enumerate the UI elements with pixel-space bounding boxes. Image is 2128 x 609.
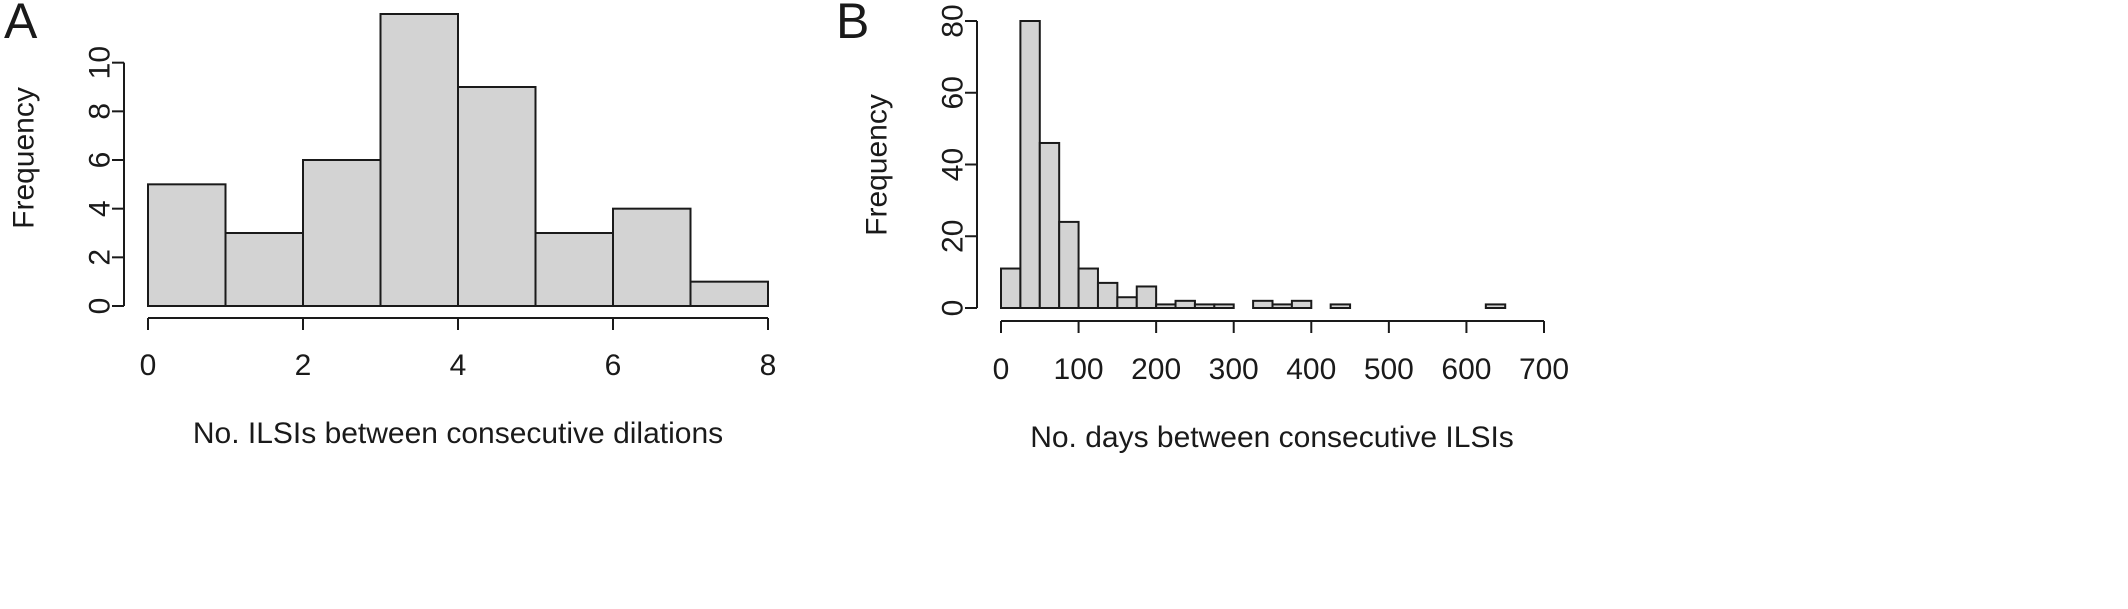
y-tick-label: 80 bbox=[937, 4, 970, 37]
histogram-bar bbox=[1135, 285, 1158, 310]
x-tick-label: 400 bbox=[1286, 353, 1336, 386]
histogram-bar bbox=[1213, 303, 1235, 310]
histogram-bar bbox=[147, 183, 227, 307]
bars bbox=[1000, 20, 1507, 310]
histogram-bar bbox=[534, 232, 614, 307]
histogram-bar bbox=[1252, 299, 1274, 310]
histogram-bar bbox=[1019, 20, 1041, 309]
x-tick-label: 6 bbox=[605, 349, 622, 382]
histogram-bar bbox=[1077, 267, 1099, 310]
y-tick-label: 10 bbox=[84, 46, 117, 79]
histogram-bar bbox=[1058, 220, 1080, 309]
y-tick-label: 0 bbox=[84, 298, 117, 315]
x-axis-title: No. ILSIs between consecutive dilations bbox=[193, 417, 723, 450]
y-tick-label: 60 bbox=[937, 76, 970, 109]
histogram-bar bbox=[1096, 281, 1119, 310]
histogram-bar bbox=[1038, 141, 1061, 309]
histogram-bar bbox=[1329, 303, 1352, 310]
bars bbox=[147, 13, 769, 308]
histogram-bar bbox=[1290, 299, 1313, 310]
y-tick-label: 8 bbox=[84, 103, 117, 120]
histogram-bar bbox=[457, 86, 537, 307]
histogram-bar bbox=[302, 159, 382, 307]
x-tick-label: 200 bbox=[1131, 353, 1181, 386]
x-tick-label: 300 bbox=[1209, 353, 1259, 386]
histogram-bar bbox=[1000, 267, 1022, 310]
x-tick-label: 8 bbox=[760, 349, 777, 382]
histogram-bar bbox=[1271, 303, 1293, 310]
panel-label: B bbox=[836, 0, 869, 49]
y-axis: 0 20 40 60 80 bbox=[937, 4, 978, 316]
histogram-bar bbox=[1484, 303, 1507, 310]
panel-b-histogram: B 0 20 40 60 80 0 100 200 300 400 500 600 700 No. days… bbox=[836, 0, 1569, 454]
y-axis-title: Frequency bbox=[861, 94, 894, 236]
histogram-bar bbox=[1174, 299, 1196, 310]
x-tick-label: 500 bbox=[1364, 353, 1414, 386]
panel-label: A bbox=[4, 0, 38, 49]
x-tick-label: 600 bbox=[1441, 353, 1491, 386]
histogram-bar bbox=[612, 207, 692, 308]
histogram-bar bbox=[1193, 303, 1216, 310]
histogram-bar bbox=[379, 13, 459, 307]
x-tick-label: 100 bbox=[1054, 353, 1104, 386]
x-tick-label: 2 bbox=[295, 349, 312, 382]
histogram-bar bbox=[1116, 296, 1138, 309]
x-axis-title: No. days between consecutive ILSIs bbox=[1030, 421, 1514, 454]
y-tick-label: 20 bbox=[937, 220, 970, 253]
x-tick-label: 0 bbox=[140, 349, 157, 382]
x-axis: 0 2 4 6 8 bbox=[140, 317, 777, 382]
y-tick-label: 6 bbox=[84, 152, 117, 169]
x-tick-label: 4 bbox=[450, 349, 467, 382]
y-tick-label: 2 bbox=[84, 249, 117, 266]
y-tick-label: 40 bbox=[937, 148, 970, 181]
y-axis: 0 2 4 6 8 10 bbox=[84, 46, 125, 314]
histogram-bar bbox=[1155, 303, 1177, 310]
histogram-bar bbox=[224, 232, 304, 307]
x-tick-label: 0 bbox=[993, 353, 1010, 386]
panel-a-histogram: A 0 2 4 6 8 10 0 2 4 6 8 No. ILSIs between consecuti… bbox=[4, 0, 776, 450]
histogram-bar bbox=[689, 280, 769, 307]
y-tick-label: 4 bbox=[84, 200, 117, 217]
x-axis: 0 100 200 300 400 500 600 700 bbox=[993, 320, 1569, 386]
x-tick-label: 700 bbox=[1519, 353, 1569, 386]
y-tick-label: 0 bbox=[937, 300, 970, 317]
y-axis-title: Frequency bbox=[8, 87, 41, 229]
